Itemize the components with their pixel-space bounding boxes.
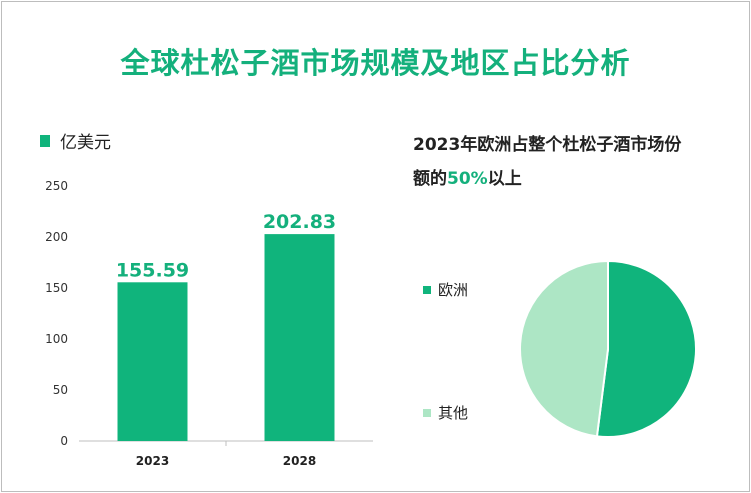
pie-legend-europe: 欧洲: [423, 279, 468, 300]
y-tick-label: 100: [45, 332, 68, 346]
y-tick-label: 0: [60, 434, 68, 448]
bar-data-label: 155.59: [116, 259, 189, 281]
pie-legend-other-swatch: [423, 408, 431, 417]
y-tick-label: 150: [45, 281, 68, 295]
pie-legend-other: 其他: [423, 402, 468, 423]
bar: [264, 234, 335, 441]
pie-slice-other: [519, 259, 609, 438]
x-tick-label: 2023: [136, 454, 169, 468]
pie-slice-europe: [595, 259, 697, 438]
pie-legend-europe-label: 欧洲: [438, 281, 469, 299]
pie-legend-europe-swatch: [423, 285, 431, 294]
y-tick-label: 50: [53, 383, 68, 397]
y-tick-label: 200: [45, 230, 68, 244]
bar-legend-swatch: [40, 134, 50, 147]
bar-data-label: 202.83: [263, 211, 336, 233]
headline-line2-prefix: 额的: [413, 169, 447, 189]
headline-suffix: 以上: [487, 169, 522, 189]
bar: [117, 282, 188, 441]
headline-highlight: 50%: [447, 169, 488, 189]
bar-legend-label: 亿美元: [60, 133, 111, 153]
headline-line1: 2023年欧洲占整个杜松子酒市场份: [413, 135, 682, 155]
pie-legend-other-label: 其他: [438, 404, 469, 422]
x-tick-label: 2028: [283, 454, 316, 468]
pie-headline: 2023年欧洲占整个杜松子酒市场份 额的50%以上: [413, 128, 733, 196]
bar-legend: 亿美元: [40, 128, 111, 153]
y-tick-label: 250: [45, 179, 68, 193]
page-title: 全球杜松子酒市场规模及地区占比分析: [120, 46, 631, 80]
